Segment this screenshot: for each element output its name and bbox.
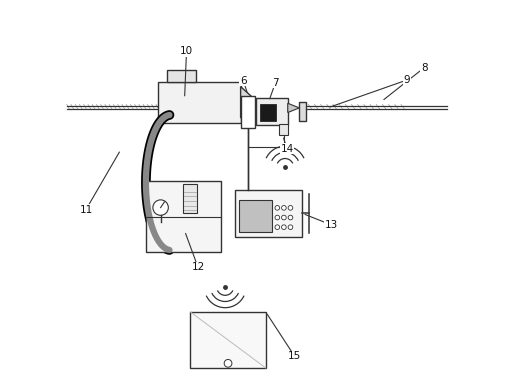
Circle shape [275,225,280,229]
Circle shape [224,359,232,367]
Bar [157,82,240,123]
Polygon shape [240,87,258,118]
Text: 9: 9 [404,75,410,85]
Circle shape [288,225,293,229]
Text: 8: 8 [421,63,427,73]
Text: 11: 11 [79,205,93,214]
Circle shape [282,225,286,229]
Bar [240,96,255,128]
Text: 12: 12 [191,263,205,272]
Bar [239,200,271,232]
Bar [279,124,288,135]
Bar [260,103,276,121]
Circle shape [282,205,286,210]
Bar [167,70,196,82]
Text: 15: 15 [288,351,301,361]
Bar [235,190,302,237]
Bar [146,181,221,252]
Text: 14: 14 [280,144,294,154]
Circle shape [282,215,286,220]
Circle shape [288,205,293,210]
Bar [256,98,288,125]
Circle shape [275,205,280,210]
Circle shape [153,200,168,215]
Text: 10: 10 [180,46,193,56]
Bar [299,102,306,121]
Circle shape [275,215,280,220]
Circle shape [288,215,293,220]
Bar [190,312,266,368]
Bar [183,184,197,213]
Text: 7: 7 [272,78,279,88]
Text: 6: 6 [240,76,247,86]
Text: 13: 13 [325,220,338,230]
Polygon shape [288,103,299,113]
